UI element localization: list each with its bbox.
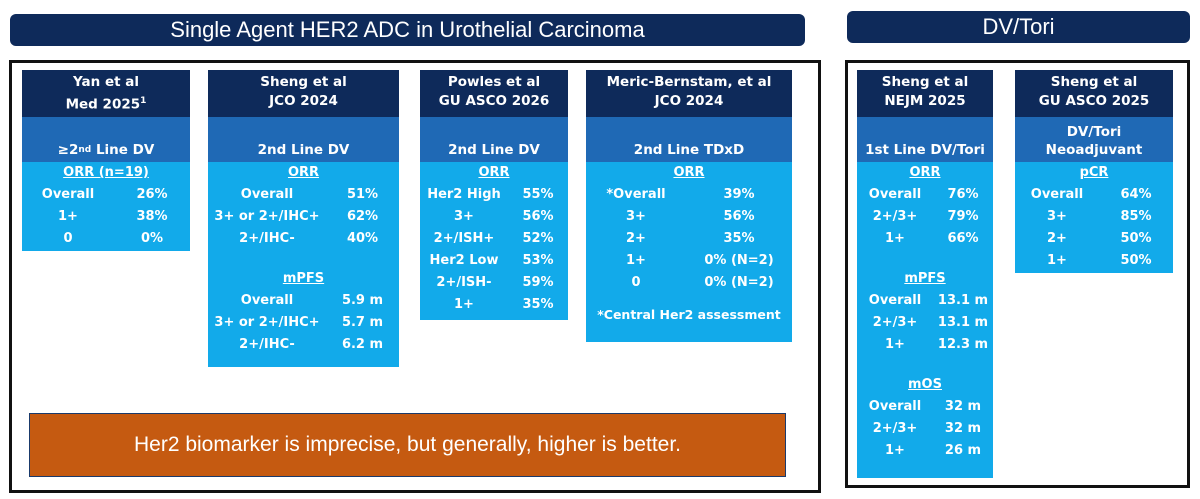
footnote: *Central Her2 assessment	[597, 307, 781, 322]
card-header: Powles et al GU ASCO 2026	[420, 70, 568, 117]
card-author: Powles et al	[447, 74, 541, 90]
card-author: Sheng et al	[881, 74, 969, 90]
table-row: 3+ 56%	[626, 209, 755, 224]
section-label: mOS	[908, 377, 942, 392]
card-journal: JCO 2024	[269, 93, 338, 109]
section-label: pCR	[1079, 165, 1109, 180]
table-row: 1+ 26 m	[885, 443, 982, 458]
card-author: Sheng et al	[260, 74, 347, 90]
table-row: Her2 High 55%	[427, 187, 554, 202]
card-line: 2nd Line DV	[420, 117, 568, 162]
table-row: 1+ 35%	[454, 297, 554, 312]
table-row: 0 0% (N=2)	[631, 275, 774, 290]
table-row: Her2 Low 53%	[429, 253, 554, 268]
card-journal: GU ASCO 2026	[438, 93, 550, 109]
table-row: 2+/IHC- 6.2 m	[239, 337, 384, 352]
card-journal: GU ASCO 2025	[1038, 93, 1150, 109]
section-label: ORR	[909, 165, 941, 180]
table-row: Overall 51%	[240, 187, 379, 202]
card-body: ORR *Overall 39% 3+ 56% 2+ 35% 1+ 0% (N=2) 0…	[586, 162, 792, 342]
card-header: Sheng et al NEJM 2025	[857, 70, 993, 117]
card-author: Meric-Bernstam, et al	[606, 74, 772, 90]
card-header: Sheng et al JCO 2024	[208, 70, 399, 117]
table-row: 1+ 50%	[1047, 253, 1152, 268]
table-row: 1+ 66%	[885, 231, 979, 246]
card-body: ORR Her2 High 55% 3+ 56% 2+/ISH+ 52% Her2 L…	[420, 162, 568, 320]
card-body: pCR Overall 64% 3+ 85% 2+ 50% 1+ 50%	[1015, 162, 1173, 273]
card-sheng-gu-asco: Sheng et al GU ASCO 2025 DV/Tori Neoadju…	[1015, 70, 1173, 273]
card-header: Meric-Bernstam, et al JCO 2024	[586, 70, 792, 117]
table-row: 3+ or 2+/IHC+ 5.7 m	[214, 315, 384, 330]
card-meric-bernstam: Meric-Bernstam, et al JCO 2024 2nd Line …	[586, 70, 792, 342]
table-row: Overall 32 m	[868, 399, 982, 414]
table-row: 3+ 56%	[454, 209, 554, 224]
card-line: ≥2 nd Line DV	[22, 117, 190, 162]
table-row: 1+ 12.3 m	[885, 337, 989, 352]
card-journal: NEJM 2025	[884, 93, 966, 109]
card-body: ORR (n=19) Overall 26% 1+ 38% 0 0%	[22, 162, 190, 251]
section-label: mPFS	[904, 271, 946, 286]
card-line: 1st Line DV/Tori	[857, 117, 993, 162]
table-row: 2+/3+ 13.1 m	[872, 315, 989, 330]
card-body: ORR Overall 51% 3+ or 2+/IHC+ 62% 2+/IHC- 4…	[208, 162, 399, 367]
table-row: 2+/IHC- 40%	[239, 231, 379, 246]
card-header: Sheng et al GU ASCO 2025	[1015, 70, 1173, 117]
table-row: Overall 76%	[868, 187, 979, 202]
card-author: Sheng et al	[1050, 74, 1138, 90]
card-journal: JCO 2024	[654, 93, 724, 109]
table-row: Overall 5.9 m	[240, 293, 384, 308]
table-row: 2+/ISH- 59%	[436, 275, 554, 290]
card-line: DV/Tori Neoadjuvant	[1015, 117, 1173, 162]
section-label: ORR	[287, 165, 320, 180]
card-line: 2nd Line DV	[208, 117, 399, 162]
card-journal: Med 20251	[65, 96, 147, 113]
table-row: 3+ or 2+/IHC+ 62%	[214, 209, 379, 224]
table-row: 2+/3+ 32 m	[872, 421, 982, 436]
table-row: *Overall 39%	[606, 187, 755, 202]
left-title-banner: Single Agent HER2 ADC in Urothelial Carc…	[10, 14, 805, 46]
card-author: Yan et al	[72, 74, 139, 90]
right-title-banner: DV/Tori	[847, 11, 1190, 43]
section-label: ORR	[673, 165, 705, 180]
table-row: 1+ 38%	[58, 209, 168, 224]
table-row: Overall 13.1 m	[868, 293, 989, 308]
card-body: ORR Overall 76% 2+/3+ 79% 1+ 66% mPFS Overa…	[857, 162, 993, 478]
table-row: 3+ 85%	[1047, 209, 1152, 224]
card-sheng-jco: Sheng et al JCO 2024 2nd Line DV ORR Ove…	[208, 70, 399, 367]
table-row: 2+ 50%	[1047, 231, 1152, 246]
card-yan: Yan et al Med 20251 ≥2 nd Line DV ORR (n=…	[22, 70, 190, 251]
card-powles: Powles et al GU ASCO 2026 2nd Line DV OR…	[420, 70, 568, 320]
table-row: 2+/ISH+ 52%	[433, 231, 554, 246]
key-message-callout: Her2 biomarker is imprecise, but general…	[29, 413, 786, 477]
section-label: mPFS	[282, 271, 325, 286]
table-row: Overall 64%	[1030, 187, 1152, 202]
table-row: 2+ 35%	[626, 231, 755, 246]
card-sheng-nejm: Sheng et al NEJM 2025 1st Line DV/Tori O…	[857, 70, 993, 478]
section-label: ORR (n=19)	[63, 165, 149, 180]
table-row: 0 0%	[63, 231, 164, 246]
table-row: Overall 26%	[41, 187, 168, 202]
section-label: ORR	[478, 165, 510, 180]
table-row: 1+ 0% (N=2)	[626, 253, 774, 268]
table-row: 2+/3+ 79%	[872, 209, 979, 224]
card-header: Yan et al Med 20251	[22, 70, 190, 117]
card-line: 2nd Line TDxD	[586, 117, 792, 162]
